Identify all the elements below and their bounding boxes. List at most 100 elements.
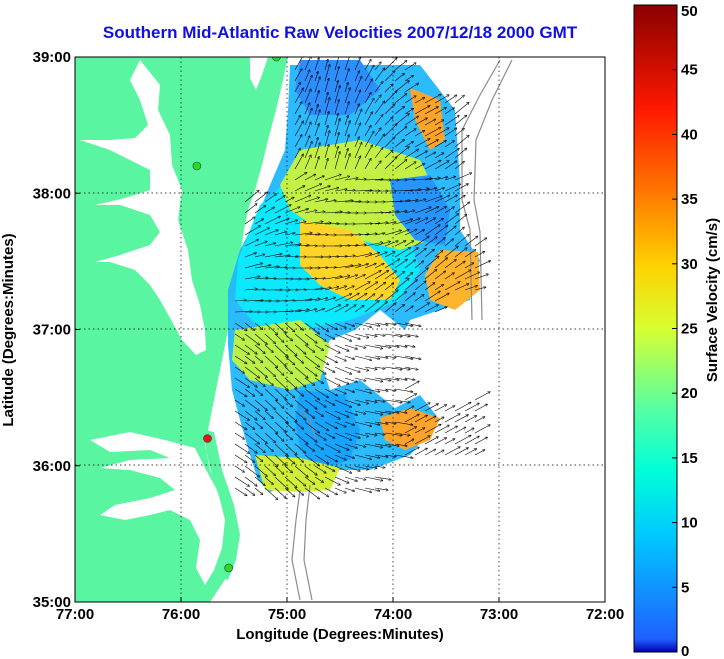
velocity-arrow [394, 305, 404, 313]
velocity-arrow [404, 162, 416, 170]
velocity-arrow [354, 142, 362, 159]
hf-radar-sites [192, 57, 281, 573]
velocity-arrow [324, 112, 329, 126]
velocity-arrow [384, 222, 396, 225]
velocity-arrow [234, 344, 249, 354]
velocity-arrow [374, 377, 391, 381]
chesapeake-bay [80, 60, 206, 355]
velocity-arrow [324, 322, 337, 330]
velocity-arrow [444, 148, 459, 159]
velocity-arrow [304, 344, 315, 352]
velocity-arrow [304, 309, 317, 313]
velocity-arrow [444, 414, 460, 423]
velocity-arrow [354, 487, 371, 492]
velocity-arrow [464, 449, 476, 456]
velocity-arrow [324, 432, 335, 438]
velocity-arrow [404, 333, 418, 337]
velocity-arrow [284, 454, 295, 464]
velocity-arrow [404, 200, 418, 203]
velocity-arrow [344, 366, 360, 372]
velocity-arrow [254, 205, 266, 214]
x-tick-label: 74:00 [374, 606, 412, 623]
velocity-arrow [414, 248, 426, 258]
velocity-arrow [434, 95, 449, 104]
velocity-arrow [394, 61, 407, 71]
velocity-arrow [274, 487, 286, 498]
velocity-arrow [304, 454, 319, 466]
velocity-arrow [314, 309, 324, 313]
velocity-arrow [294, 454, 303, 462]
velocity-arrow [314, 72, 318, 82]
velocity-arrow [284, 465, 292, 473]
velocity-arrow [404, 377, 415, 380]
velocity-arrow [454, 284, 469, 291]
velocity-arrow [254, 355, 263, 362]
velocity-arrow [394, 74, 404, 82]
velocity-arrow [244, 410, 257, 420]
velocity-arrow [314, 377, 323, 383]
velocity-arrow [414, 178, 432, 181]
velocity-arrow [364, 263, 376, 269]
velocity-arrow [314, 432, 326, 440]
velocity-arrow [364, 355, 380, 359]
velocity-arrow [414, 131, 425, 137]
velocity-arrow [234, 487, 247, 496]
velocity-arrow [314, 186, 330, 192]
velocity-arrow [274, 399, 284, 408]
velocity-arrow [244, 476, 257, 486]
velocity-arrow [434, 120, 444, 126]
velocity-arrow [364, 432, 377, 435]
velocity-arrow [354, 275, 365, 280]
velocity-arrow [384, 322, 396, 325]
velocity-arrow [374, 115, 383, 126]
velocity-arrow [454, 215, 467, 225]
radar-site-marker [203, 434, 212, 443]
velocity-arrow [264, 454, 278, 466]
velocity-arrow [414, 448, 427, 456]
velocity-arrow [324, 212, 342, 213]
velocity-arrow [464, 236, 478, 247]
velocity-arrow [414, 281, 426, 291]
velocity-arrow [244, 454, 255, 462]
velocity-arrow [354, 76, 362, 93]
velocity-arrow [264, 243, 276, 247]
velocity-arrow [394, 377, 407, 380]
velocity-arrow [404, 293, 415, 302]
velocity-arrow [264, 366, 275, 376]
velocity-arrow [404, 241, 414, 247]
velocity-arrow [414, 199, 426, 203]
velocity-arrow [334, 256, 347, 257]
velocity-arrow [444, 195, 457, 203]
velocity-arrow [244, 300, 263, 301]
velocity-arrow [364, 443, 383, 448]
velocity-arrow [324, 174, 341, 181]
velocity-arrow [304, 465, 317, 475]
velocity-arrow [294, 115, 300, 126]
velocity-arrow [284, 310, 301, 313]
velocity-arrow [254, 265, 271, 269]
velocity-arrow [244, 465, 259, 477]
delaware-bay [250, 57, 268, 90]
velocity-arrow [384, 91, 397, 104]
radar-site-marker [192, 161, 202, 171]
velocity-arrow [234, 443, 249, 453]
velocity-arrow [364, 159, 371, 170]
velocity-arrow [384, 344, 399, 347]
velocity-arrow [414, 303, 429, 313]
velocity-arrow [274, 388, 286, 399]
velocity-arrow [344, 154, 350, 170]
velocity-arrow [324, 125, 328, 137]
velocity-arrows [234, 57, 490, 500]
velocity-arrow [294, 399, 308, 411]
velocity-arrow [324, 267, 336, 268]
velocity-arrow [434, 153, 444, 159]
velocity-arrow [344, 135, 349, 148]
velocity-arrow [334, 305, 348, 313]
velocity-arrow [314, 443, 323, 449]
velocity-arrow [394, 355, 413, 359]
velocity-arrow [354, 305, 364, 313]
velocity-arrow [424, 270, 437, 280]
velocity-arrow [254, 333, 267, 344]
velocity-arrow [334, 333, 352, 341]
velocity-arrow [434, 238, 445, 247]
